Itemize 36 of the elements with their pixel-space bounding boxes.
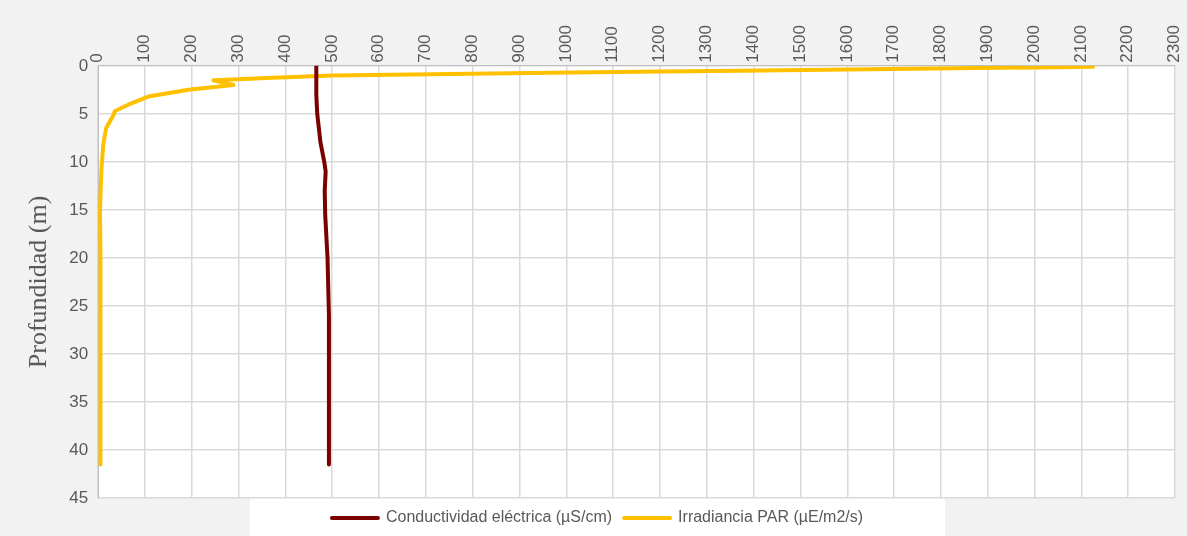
x-tick-label: 300	[227, 34, 247, 63]
x-tick-label: 1900	[977, 24, 996, 63]
x-tick-label: 2000	[1023, 24, 1043, 63]
x-tick-label: 100	[134, 34, 154, 63]
y-tick-label: 5	[78, 103, 89, 123]
y-tick-label: 15	[69, 199, 89, 219]
x-tick-label: 400	[274, 34, 294, 63]
x-tick-label: 1400	[742, 24, 762, 63]
legend-label: Conductividad eléctrica (µS/cm)	[385, 508, 613, 526]
y-axis-title: Profundidad (m)	[23, 195, 53, 369]
y-tick-label: 35	[69, 391, 89, 411]
y-tick-label: 45	[69, 487, 89, 507]
x-tick-label: 1200	[649, 24, 669, 63]
y-tick-label: 10	[69, 151, 89, 171]
x-tick-label: 900	[508, 34, 528, 63]
x-tick-label: 800	[461, 34, 481, 63]
y-tick-label: 20	[69, 247, 89, 267]
x-tick-label: 1300	[696, 24, 716, 63]
x-tick-label: 500	[321, 34, 341, 63]
x-tick-label: 0	[87, 53, 107, 63]
x-tick-label: 1000	[555, 24, 575, 63]
legend-label: Irradiancia PAR (µE/m2/s)	[678, 508, 864, 526]
x-tick-label: 1500	[789, 24, 809, 63]
x-tick-label: 2200	[1117, 24, 1137, 63]
x-tick-label: 1600	[836, 24, 856, 63]
y-tick-label: 30	[69, 343, 89, 363]
x-tick-label: 2300	[1164, 24, 1184, 63]
y-tick-label: 25	[69, 295, 89, 315]
x-tick-label: 1800	[930, 24, 950, 63]
x-tick-label: 200	[181, 34, 201, 63]
x-tick-label: 1100	[602, 26, 622, 63]
x-tick-label: 600	[368, 34, 388, 63]
x-tick-label: 700	[415, 34, 435, 63]
x-tick-label: 2100	[1070, 24, 1090, 63]
y-tick-label: 40	[69, 439, 89, 459]
x-tick-label: 1700	[883, 24, 903, 63]
